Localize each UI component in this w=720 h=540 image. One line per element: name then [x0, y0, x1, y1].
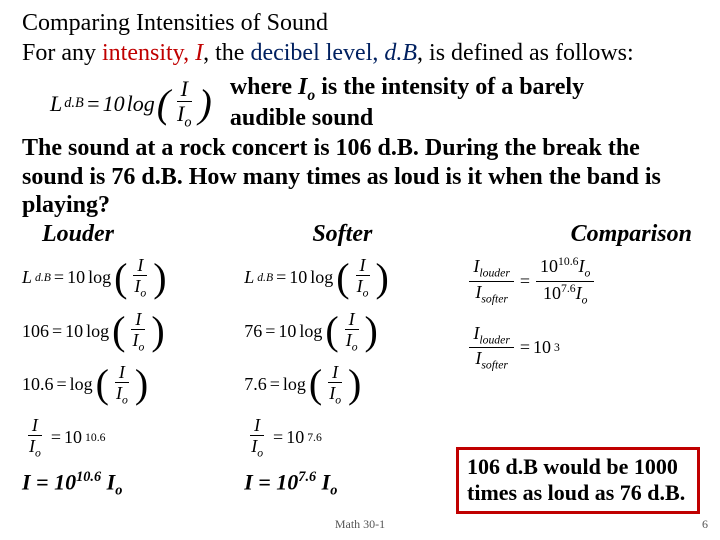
softer-eq4: IIo = 107.6 — [244, 416, 458, 459]
intro-mid: , the — [203, 40, 250, 66]
louder-eq2: 106 = 10log (IIo) — [22, 310, 236, 353]
intensity-I: I — [195, 40, 203, 66]
softer-eq1: Ld.B = 10log (IIo) — [244, 256, 458, 299]
hdr-softer: Softer — [312, 221, 372, 248]
louder-eq4: IIo = 1010.6 — [22, 416, 236, 459]
footer-text: Math 30-1 — [0, 517, 720, 532]
intro-pre: For any — [22, 40, 102, 66]
conclusion-box: 106 d.B would be 1000 times as loud as 7… — [456, 447, 700, 514]
page-number: 6 — [702, 517, 708, 532]
louder-result: I = 1010.6 Io — [22, 469, 236, 500]
where-text: where Io is the intensity of a barely au… — [230, 74, 584, 132]
decibel-word: decibel level, — [250, 40, 384, 66]
intensity-word: intensity, — [102, 40, 195, 66]
intro-post: , is defined as follows: — [417, 40, 634, 66]
problem-text: The sound at a rock concert is 106 d.B. … — [22, 134, 702, 219]
softer-result: I = 107.6 Io — [244, 469, 458, 500]
decibel-dB: d.B — [384, 40, 417, 66]
softer-eq2: 76 = 10log (IIo) — [244, 310, 458, 353]
hdr-louder: Louder — [42, 221, 114, 248]
hdr-comparison: Comparison — [571, 221, 692, 248]
comp-eq1: Ilouder Isofter = 1010.6Io 107.6Io — [466, 256, 702, 306]
louder-eq3: 10.6 = log (IIo) — [22, 363, 236, 406]
intro-line: For any intensity, I, the decibel level,… — [22, 38, 702, 68]
softer-eq3: 7.6 = log (IIo) — [244, 363, 458, 406]
main-formula: Ld.B = 10 log ( I Io ) — [22, 74, 212, 130]
softer-column: Ld.B = 10log (IIo) 76 = 10log (IIo) 7.6 … — [244, 252, 458, 500]
column-headers: Louder Softer Comparison — [42, 221, 692, 248]
louder-column: Ld.B = 10log (IIo) 106 = 10log (IIo) 10.… — [22, 252, 236, 500]
louder-eq1: Ld.B = 10log (IIo) — [22, 256, 236, 299]
comp-eq2: Ilouder Isofter = 103 — [466, 324, 702, 372]
slide-title: Comparing Intensities of Sound — [22, 8, 702, 38]
